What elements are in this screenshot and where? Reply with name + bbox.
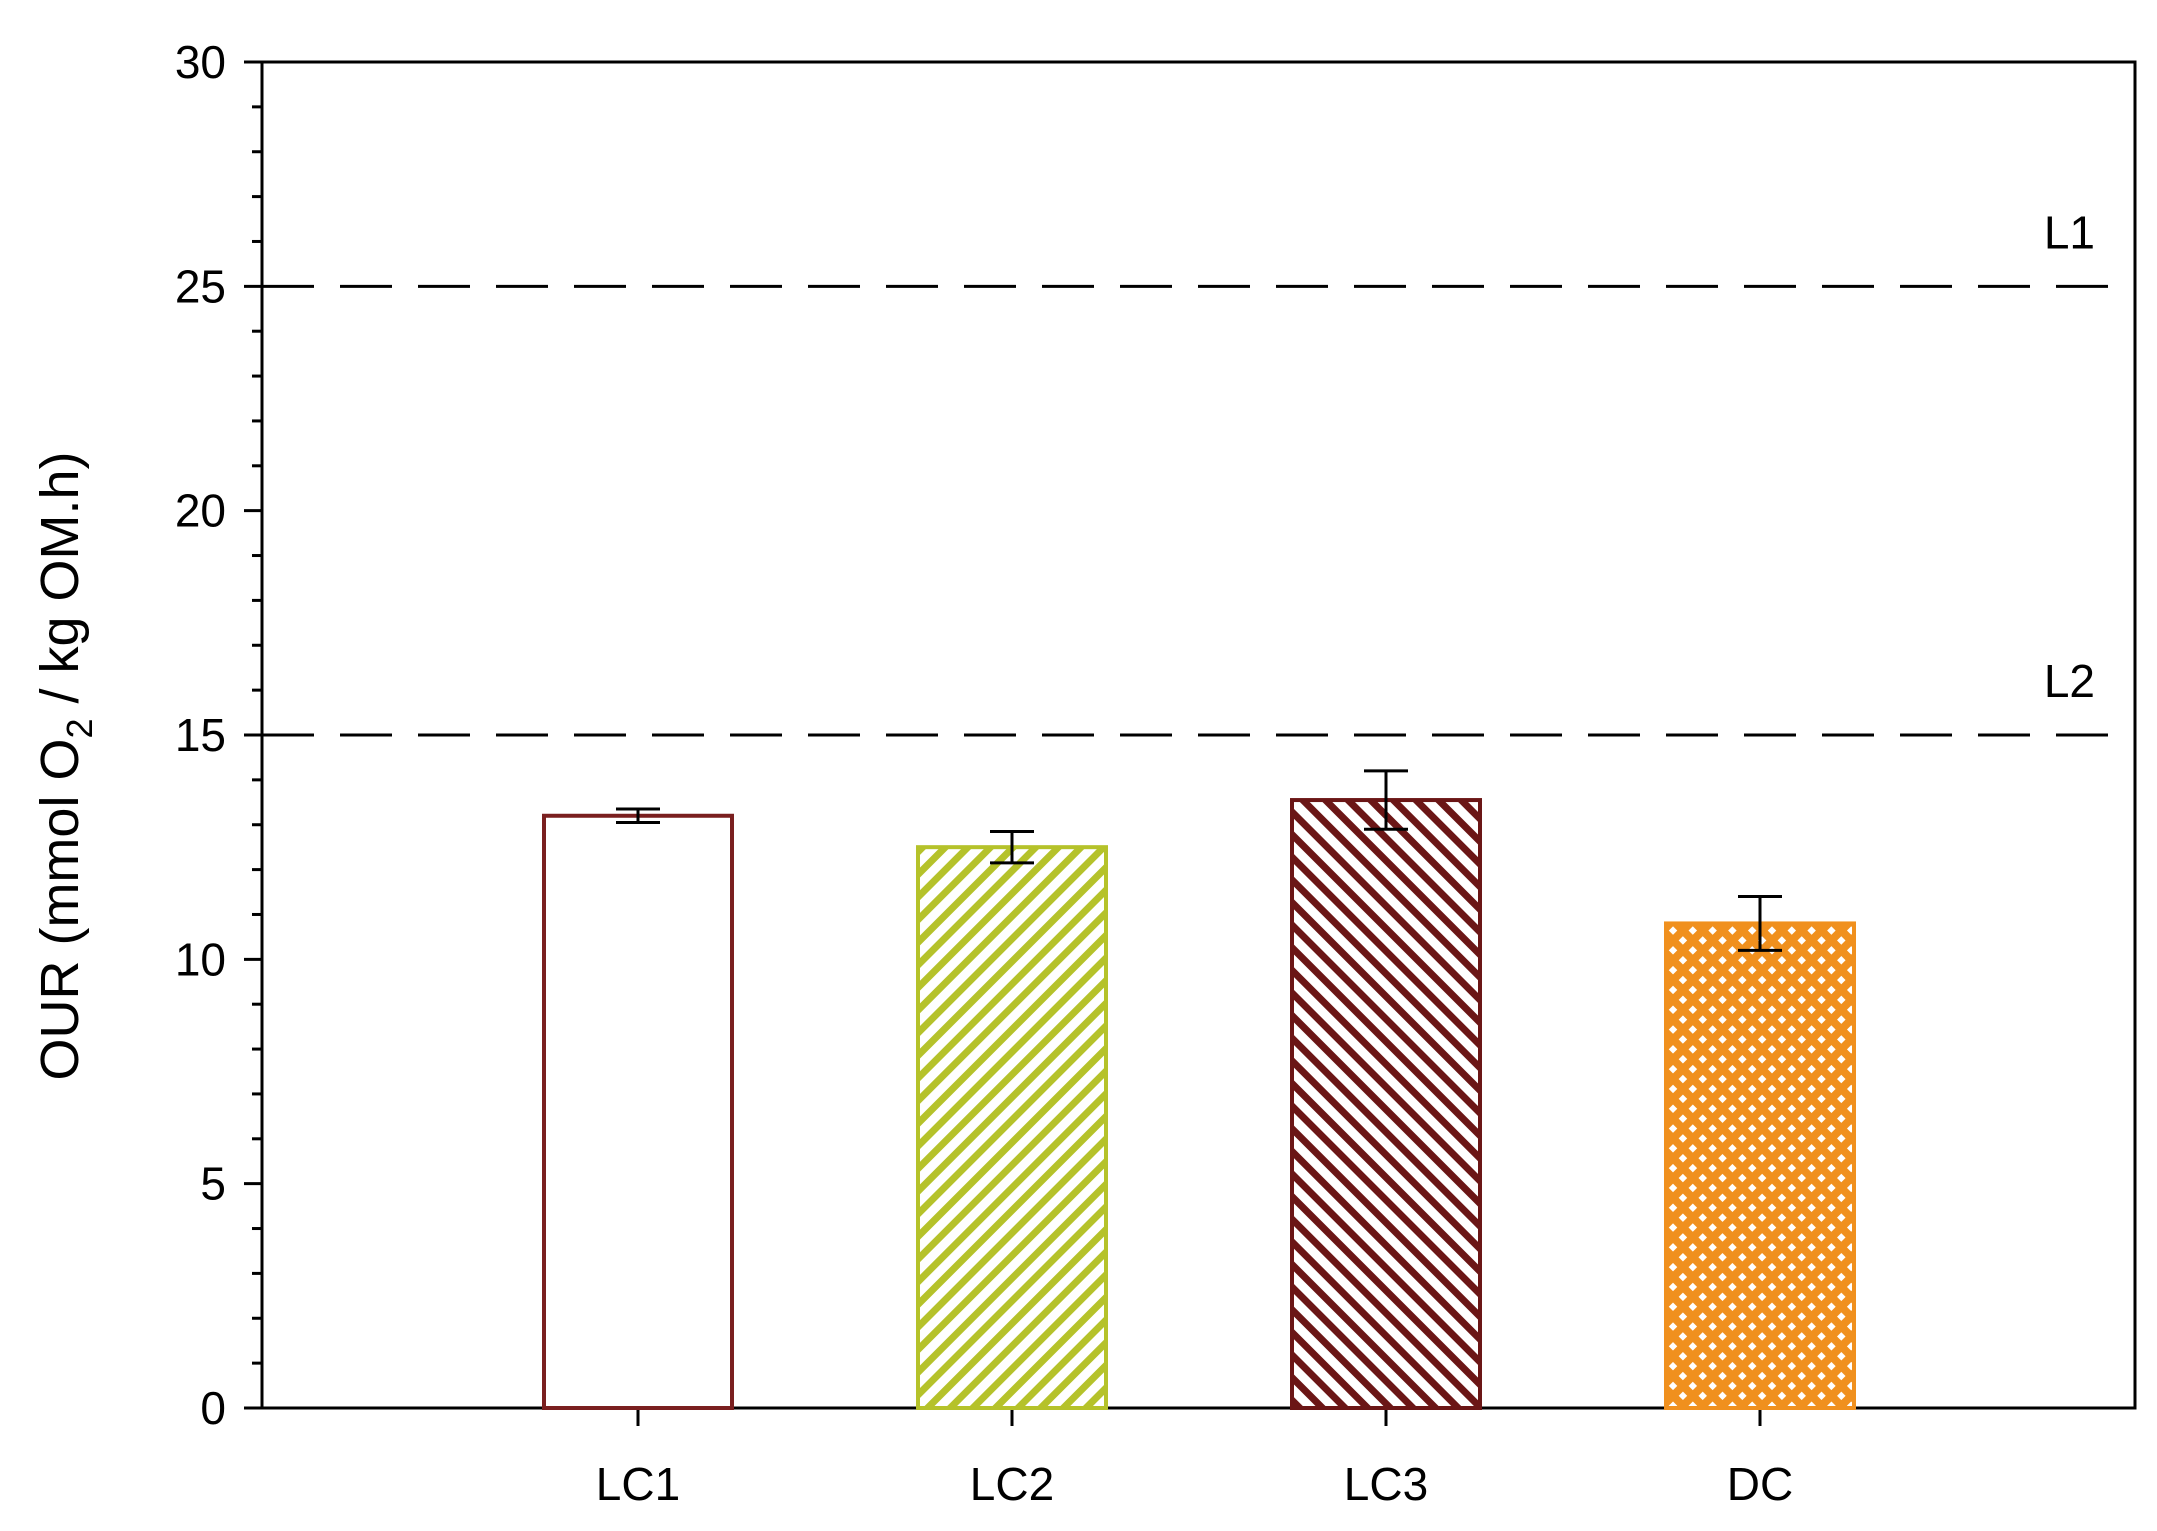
y-tick-label: 5 — [200, 1158, 226, 1210]
y-tick-label: 20 — [175, 485, 226, 537]
x-axis: LC1 LC2 LC3 DC — [596, 1408, 1793, 1510]
x-tick-label-dc: DC — [1727, 1458, 1793, 1510]
reference-label-l2: L2 — [2044, 655, 2095, 707]
y-tick-label: 0 — [200, 1382, 226, 1434]
reference-label-l1: L1 — [2044, 206, 2095, 258]
x-tick-label-lc1: LC1 — [596, 1458, 680, 1510]
y-axis-label: OUR (mmol O2 / kg OM.h) — [30, 451, 100, 1080]
y-tick-label: 15 — [175, 709, 226, 761]
bar-lc1 — [542, 813, 734, 1410]
error-bars — [616, 769, 1782, 952]
y-tick-label: 10 — [175, 933, 226, 985]
x-tick-label-lc2: LC2 — [970, 1458, 1054, 1510]
y-tick-label: 30 — [175, 36, 226, 88]
bar-dc — [1664, 921, 1856, 1410]
bar-lc3 — [1290, 798, 1482, 1410]
bar-lc2 — [916, 845, 1108, 1410]
y-axis: 0 5 10 15 20 25 30 — [175, 36, 262, 1434]
bars — [542, 798, 1856, 1410]
y-tick-label: 25 — [175, 260, 226, 312]
x-tick-label-lc3: LC3 — [1344, 1458, 1428, 1510]
reference-lines: L1 L2 — [262, 206, 2135, 737]
